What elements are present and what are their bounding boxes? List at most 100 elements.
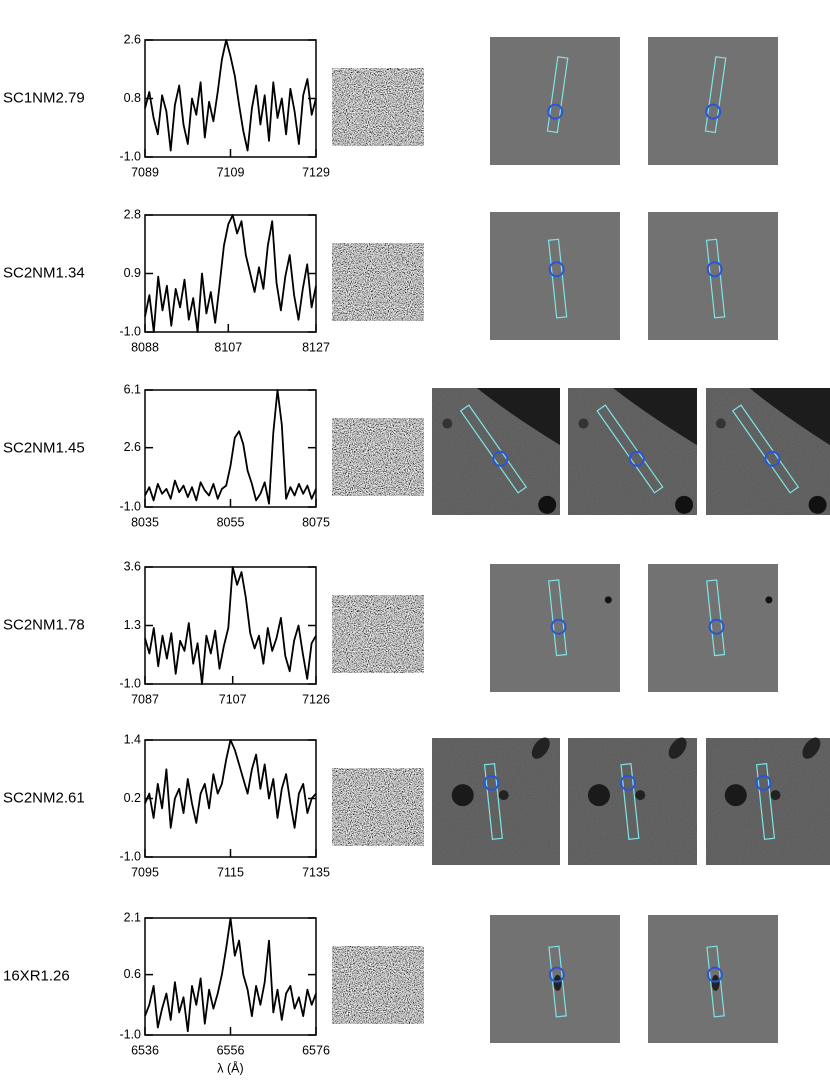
row: -1.0 0.6 2.1 6536 6556 6576 λ (Å) 16XR1.26 [3, 910, 778, 1075]
x-tick-label: 7087 [131, 692, 159, 706]
dark-region [613, 388, 697, 446]
x-tick-label: 7107 [219, 692, 247, 706]
slit [548, 579, 568, 657]
galaxy [802, 737, 821, 759]
target-circle [547, 103, 564, 120]
dark-region [749, 388, 830, 446]
slit [548, 945, 567, 1018]
y-tick-label: 0.8 [124, 91, 141, 105]
image-background [490, 564, 620, 692]
target-circle [619, 774, 636, 791]
y-tick-label: 2.8 [124, 207, 141, 221]
target-circle [550, 618, 567, 635]
y-tick-label: 1.3 [124, 618, 141, 632]
galaxy [578, 418, 589, 429]
slit [596, 404, 664, 494]
image-panel [432, 388, 560, 515]
spectrum-2d-thumbnail [332, 595, 424, 673]
spectrum-line [144, 739, 317, 829]
row-label: SC2NM1.45 [3, 439, 85, 456]
galaxy [538, 495, 557, 514]
image-panel [568, 737, 697, 865]
y-tick-label: -1.0 [119, 499, 141, 513]
y-tick-label: -1.0 [119, 1027, 141, 1041]
x-tick-label: 6576 [302, 1043, 330, 1057]
row-label: SC2NM1.78 [3, 616, 85, 633]
target-circle [755, 774, 772, 791]
slit [546, 56, 569, 134]
galaxy [442, 418, 453, 429]
slit [706, 945, 725, 1018]
image-panel [648, 212, 778, 340]
x-tick-label: 8127 [302, 340, 330, 354]
spectrum-2d-thumbnail [332, 418, 424, 496]
x-tick-label: 6556 [217, 1043, 245, 1057]
target-circle [548, 966, 565, 983]
spectrum-2d-thumbnail [332, 68, 424, 146]
x-tick-label: 6536 [131, 1043, 159, 1057]
image-background [490, 37, 620, 165]
target-circle [708, 618, 725, 635]
y-tick-label: -1.0 [119, 676, 141, 690]
y-tick-label: -1.0 [119, 324, 141, 338]
row: -1.0 0.8 2.6 7089 7109 7129 SC1NM2.79 [3, 32, 778, 179]
y-tick-label: 2.1 [124, 910, 141, 924]
x-tick-label: 8088 [131, 340, 159, 354]
spectrum-line [144, 917, 317, 1033]
image-background [568, 738, 697, 865]
image-panel [648, 37, 778, 165]
galaxy [498, 790, 509, 801]
x-tick-label: 7115 [217, 865, 244, 879]
slit [705, 238, 726, 319]
row-label: SC2NM2.61 [3, 789, 85, 806]
star [604, 596, 612, 604]
y-tick-label: 6.1 [124, 382, 141, 396]
y-tick-label: 0.9 [124, 266, 141, 280]
target-circle [705, 103, 722, 120]
galaxy [808, 495, 827, 514]
image-panel [490, 564, 620, 692]
target-circle [706, 261, 723, 278]
row-label: 16XR1.26 [3, 967, 70, 984]
spectrum-line [144, 389, 317, 505]
x-tick-label: 7135 [302, 865, 330, 879]
slit [547, 238, 568, 319]
galaxy [668, 737, 687, 759]
galaxy [770, 790, 781, 801]
image-panel [648, 915, 778, 1043]
row-label: SC1NM2.79 [3, 89, 85, 106]
target-circle [492, 450, 509, 467]
source [711, 974, 720, 991]
slit [704, 56, 727, 134]
image-panel [490, 37, 620, 165]
x-tick-label: 7129 [302, 165, 330, 179]
x-tick-label: 7126 [302, 692, 330, 706]
galaxy [635, 790, 646, 801]
galaxy [675, 495, 694, 514]
target-circle [483, 774, 500, 791]
image-panel [568, 388, 697, 515]
target-circle [764, 450, 781, 467]
slit [731, 404, 800, 494]
image-panel [490, 915, 620, 1043]
row-label: SC2NM1.34 [3, 264, 85, 281]
image-panel [706, 388, 830, 515]
image-background [648, 564, 778, 692]
source [553, 974, 562, 991]
y-tick-label: 2.6 [124, 440, 141, 454]
target-circle [628, 450, 645, 467]
y-tick-label: 2.6 [124, 32, 141, 46]
image-panel [706, 737, 830, 865]
galaxy [724, 784, 747, 807]
row: -1.0 1.3 3.6 7087 7107 7126 SC2NM1.78 [3, 559, 778, 706]
x-tick-label: 7089 [131, 165, 159, 179]
spectrum-line [144, 214, 317, 333]
image-background [432, 738, 560, 865]
image-panel [490, 212, 620, 340]
spectrum-line [144, 566, 317, 685]
galaxy [587, 784, 610, 807]
x-axis-label: λ (Å) [217, 1060, 243, 1075]
spectrum-2d-thumbnail [332, 946, 424, 1024]
